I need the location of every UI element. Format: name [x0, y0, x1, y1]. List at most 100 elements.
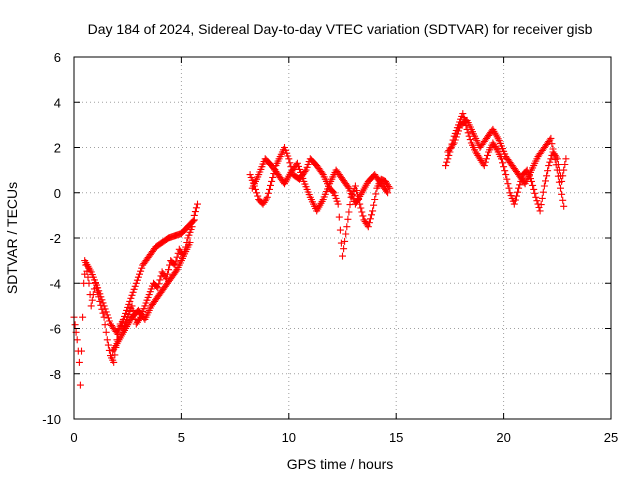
data-point [78, 347, 85, 355]
data-point [550, 150, 558, 158]
data-point [481, 158, 489, 166]
data-point [548, 140, 556, 148]
data-point [533, 197, 541, 205]
data-point [543, 172, 551, 180]
data-point [299, 174, 307, 182]
data-point [194, 200, 201, 208]
data-point [79, 313, 87, 321]
data-point [262, 195, 270, 203]
data-point [301, 168, 309, 176]
data-point [99, 299, 107, 307]
data-point [96, 290, 104, 298]
data-point [444, 155, 452, 163]
data-point [516, 181, 524, 189]
data-point [547, 155, 555, 163]
data-point [553, 166, 561, 174]
data-point [73, 336, 81, 344]
data-point [482, 155, 490, 163]
data-point [341, 237, 349, 245]
data-point [131, 282, 139, 290]
data-point [359, 212, 367, 220]
data-point [190, 216, 198, 224]
data-point [453, 130, 461, 138]
data-point [71, 321, 79, 329]
data-point [103, 336, 111, 344]
data-point [339, 252, 346, 260]
data-point [546, 158, 554, 166]
data-point [94, 284, 102, 292]
data-point [189, 217, 197, 225]
data-point [559, 196, 567, 204]
data-point [549, 145, 557, 153]
data-point [357, 204, 365, 212]
data-point [503, 175, 511, 183]
y-tick-label: -10 [42, 412, 61, 427]
data-point [105, 346, 113, 354]
data-point [342, 230, 350, 238]
x-tick-labels: 0 5 10 15 20 25 [70, 430, 618, 445]
data-point [340, 245, 348, 253]
data-point [450, 139, 458, 147]
data-point [173, 253, 181, 261]
data-point [282, 146, 290, 154]
data-point [455, 127, 462, 135]
data-point [515, 184, 523, 192]
data-point [384, 189, 392, 197]
chart-title: Day 184 of 2024, Sidereal Day-to-day VTE… [88, 21, 593, 37]
data-point [267, 181, 274, 189]
data-point [145, 291, 153, 299]
data-point [125, 300, 133, 308]
y-tick-labels: -10 -8 -6 -4 -2 0 2 4 6 [42, 50, 61, 427]
data-point [99, 309, 107, 317]
data-point [484, 151, 491, 159]
data-point [129, 288, 137, 296]
data-point [98, 296, 106, 304]
data-point [318, 169, 326, 177]
data-point [537, 201, 545, 209]
y-tick-label: -8 [49, 367, 61, 382]
data-point [136, 270, 143, 278]
y-tick-label: 6 [54, 50, 61, 65]
y-tick-label: -2 [49, 231, 61, 246]
data-point [480, 162, 488, 170]
data-point [344, 183, 352, 191]
data-point [555, 178, 563, 186]
data-point [539, 188, 547, 196]
data-point [269, 174, 277, 181]
data-point [451, 136, 459, 144]
data-point [364, 223, 372, 231]
data-point [297, 168, 305, 176]
data-point [156, 276, 164, 284]
data-point [557, 184, 564, 192]
data-point [102, 328, 110, 336]
data-point [253, 189, 261, 197]
x-tick-label: 25 [604, 430, 618, 445]
axis-ticks [73, 56, 612, 420]
data-point [85, 279, 93, 287]
data-point [254, 192, 262, 200]
data-point [443, 158, 451, 166]
data-point [119, 315, 127, 323]
x-tick-label: 15 [389, 430, 403, 445]
y-tick-label: -4 [49, 276, 61, 291]
data-point [296, 165, 303, 173]
data-point [498, 155, 505, 163]
data-point [268, 177, 276, 185]
data-point [127, 294, 135, 302]
data-point [383, 187, 390, 195]
data-point [102, 308, 110, 316]
data-point [163, 270, 171, 278]
grid [74, 57, 611, 419]
data-point [130, 285, 138, 293]
data-point [554, 172, 562, 180]
x-tick-label: 5 [178, 430, 185, 445]
data-point [123, 306, 131, 314]
data-point [449, 141, 457, 148]
data-point [343, 223, 351, 231]
data-point [335, 213, 343, 221]
data-point [513, 192, 520, 200]
data-point [185, 231, 193, 239]
data-point [87, 302, 95, 310]
data-point [138, 264, 146, 272]
